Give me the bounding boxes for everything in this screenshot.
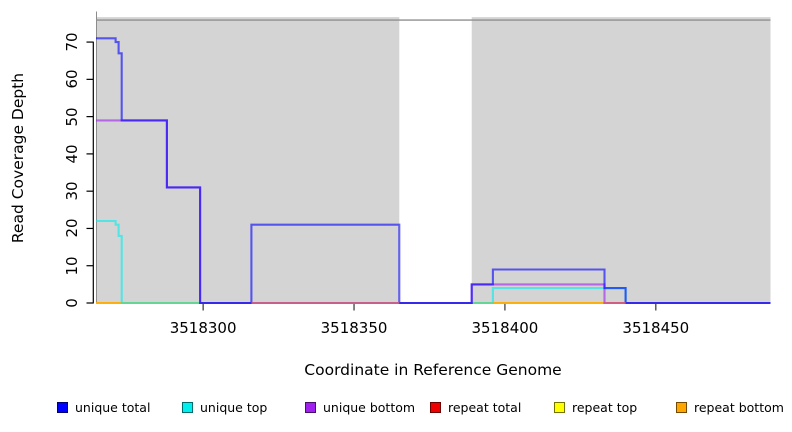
x-tick-label: 3518350: [320, 319, 388, 337]
y-axis-label: Read Coverage Depth: [9, 72, 27, 244]
y-tick-label: 30: [63, 181, 81, 201]
x-axis-label: Coordinate in Reference Genome: [304, 361, 562, 379]
x-tick-label: 3518400: [471, 319, 539, 337]
unique-region-1: [96, 17, 400, 304]
y-tick-label: 70: [63, 32, 81, 52]
x-tick-label: 3518300: [169, 319, 237, 337]
y-tick-label: 10: [63, 256, 81, 276]
axes: [86, 41, 657, 311]
shaded-unique-regions: [96, 11, 771, 304]
series-line-unique-total: [96, 37, 771, 305]
x-tick-label: 3518450: [622, 319, 690, 337]
unique-region-2: [471, 17, 771, 304]
y-tick-label: 60: [63, 69, 81, 89]
y-tick-label: 0: [63, 298, 81, 308]
y-tick-label: 40: [63, 144, 81, 164]
y-tick-label: 50: [63, 107, 81, 127]
series-lines: [96, 37, 771, 305]
y-tick-label: 20: [63, 218, 81, 238]
